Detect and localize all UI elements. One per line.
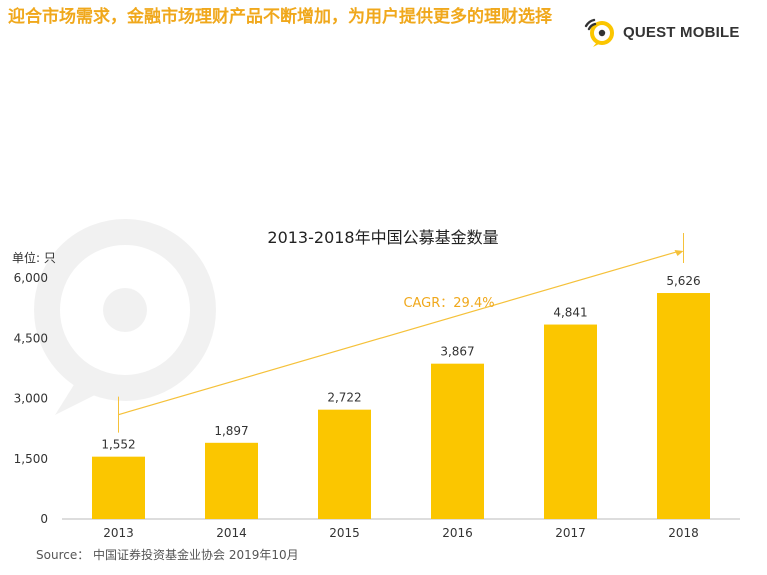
bar-2013 xyxy=(92,456,145,519)
x-tick-label: 2018 xyxy=(668,526,699,540)
y-tick-label: 3,000 xyxy=(14,392,48,406)
bar-value-label: 1,897 xyxy=(214,424,248,438)
bar-2016 xyxy=(431,363,484,519)
page-headline: 迎合市场需求，金融市场理财产品不断增加，为用户提供更多的理财选择 xyxy=(8,7,552,27)
y-tick-label: 6,000 xyxy=(14,271,48,285)
bar-2015 xyxy=(318,409,371,519)
bar-2017 xyxy=(544,324,597,519)
y-tick-label: 0 xyxy=(40,512,48,526)
chart-title: 2013-2018年中国公募基金数量 xyxy=(267,228,498,247)
x-tick-label: 2013 xyxy=(103,526,134,540)
bar-value-label: 3,867 xyxy=(440,345,474,359)
y-tick-label: 1,500 xyxy=(14,452,48,466)
y-axis-unit-label: 单位: 只 xyxy=(12,250,56,265)
bar-value-label: 1,552 xyxy=(101,438,135,452)
logo-text: QUEST MOBILE xyxy=(623,23,740,41)
x-tick-label: 2017 xyxy=(555,526,586,540)
bar-value-label: 4,841 xyxy=(553,306,587,320)
bar-value-label: 2,722 xyxy=(327,391,361,405)
quest-mobile-logo: QUEST MOBILE xyxy=(583,14,740,50)
bar-2018 xyxy=(657,293,710,519)
bar-value-label: 5,626 xyxy=(666,274,700,288)
x-tick-label: 2014 xyxy=(216,526,247,540)
bar-2014 xyxy=(205,442,258,519)
cagr-trend-line xyxy=(118,250,680,416)
x-tick-label: 2016 xyxy=(442,526,473,540)
x-tick-label: 2015 xyxy=(329,526,360,540)
cagr-arrow-icon xyxy=(674,250,684,257)
y-tick-label: 4,500 xyxy=(14,331,48,345)
source-note: Source： 中国证券投资基金业协会 2019年10月 xyxy=(36,548,299,562)
cagr-label: CAGR：29.4% xyxy=(403,296,494,311)
logo-mark-icon xyxy=(584,18,614,47)
